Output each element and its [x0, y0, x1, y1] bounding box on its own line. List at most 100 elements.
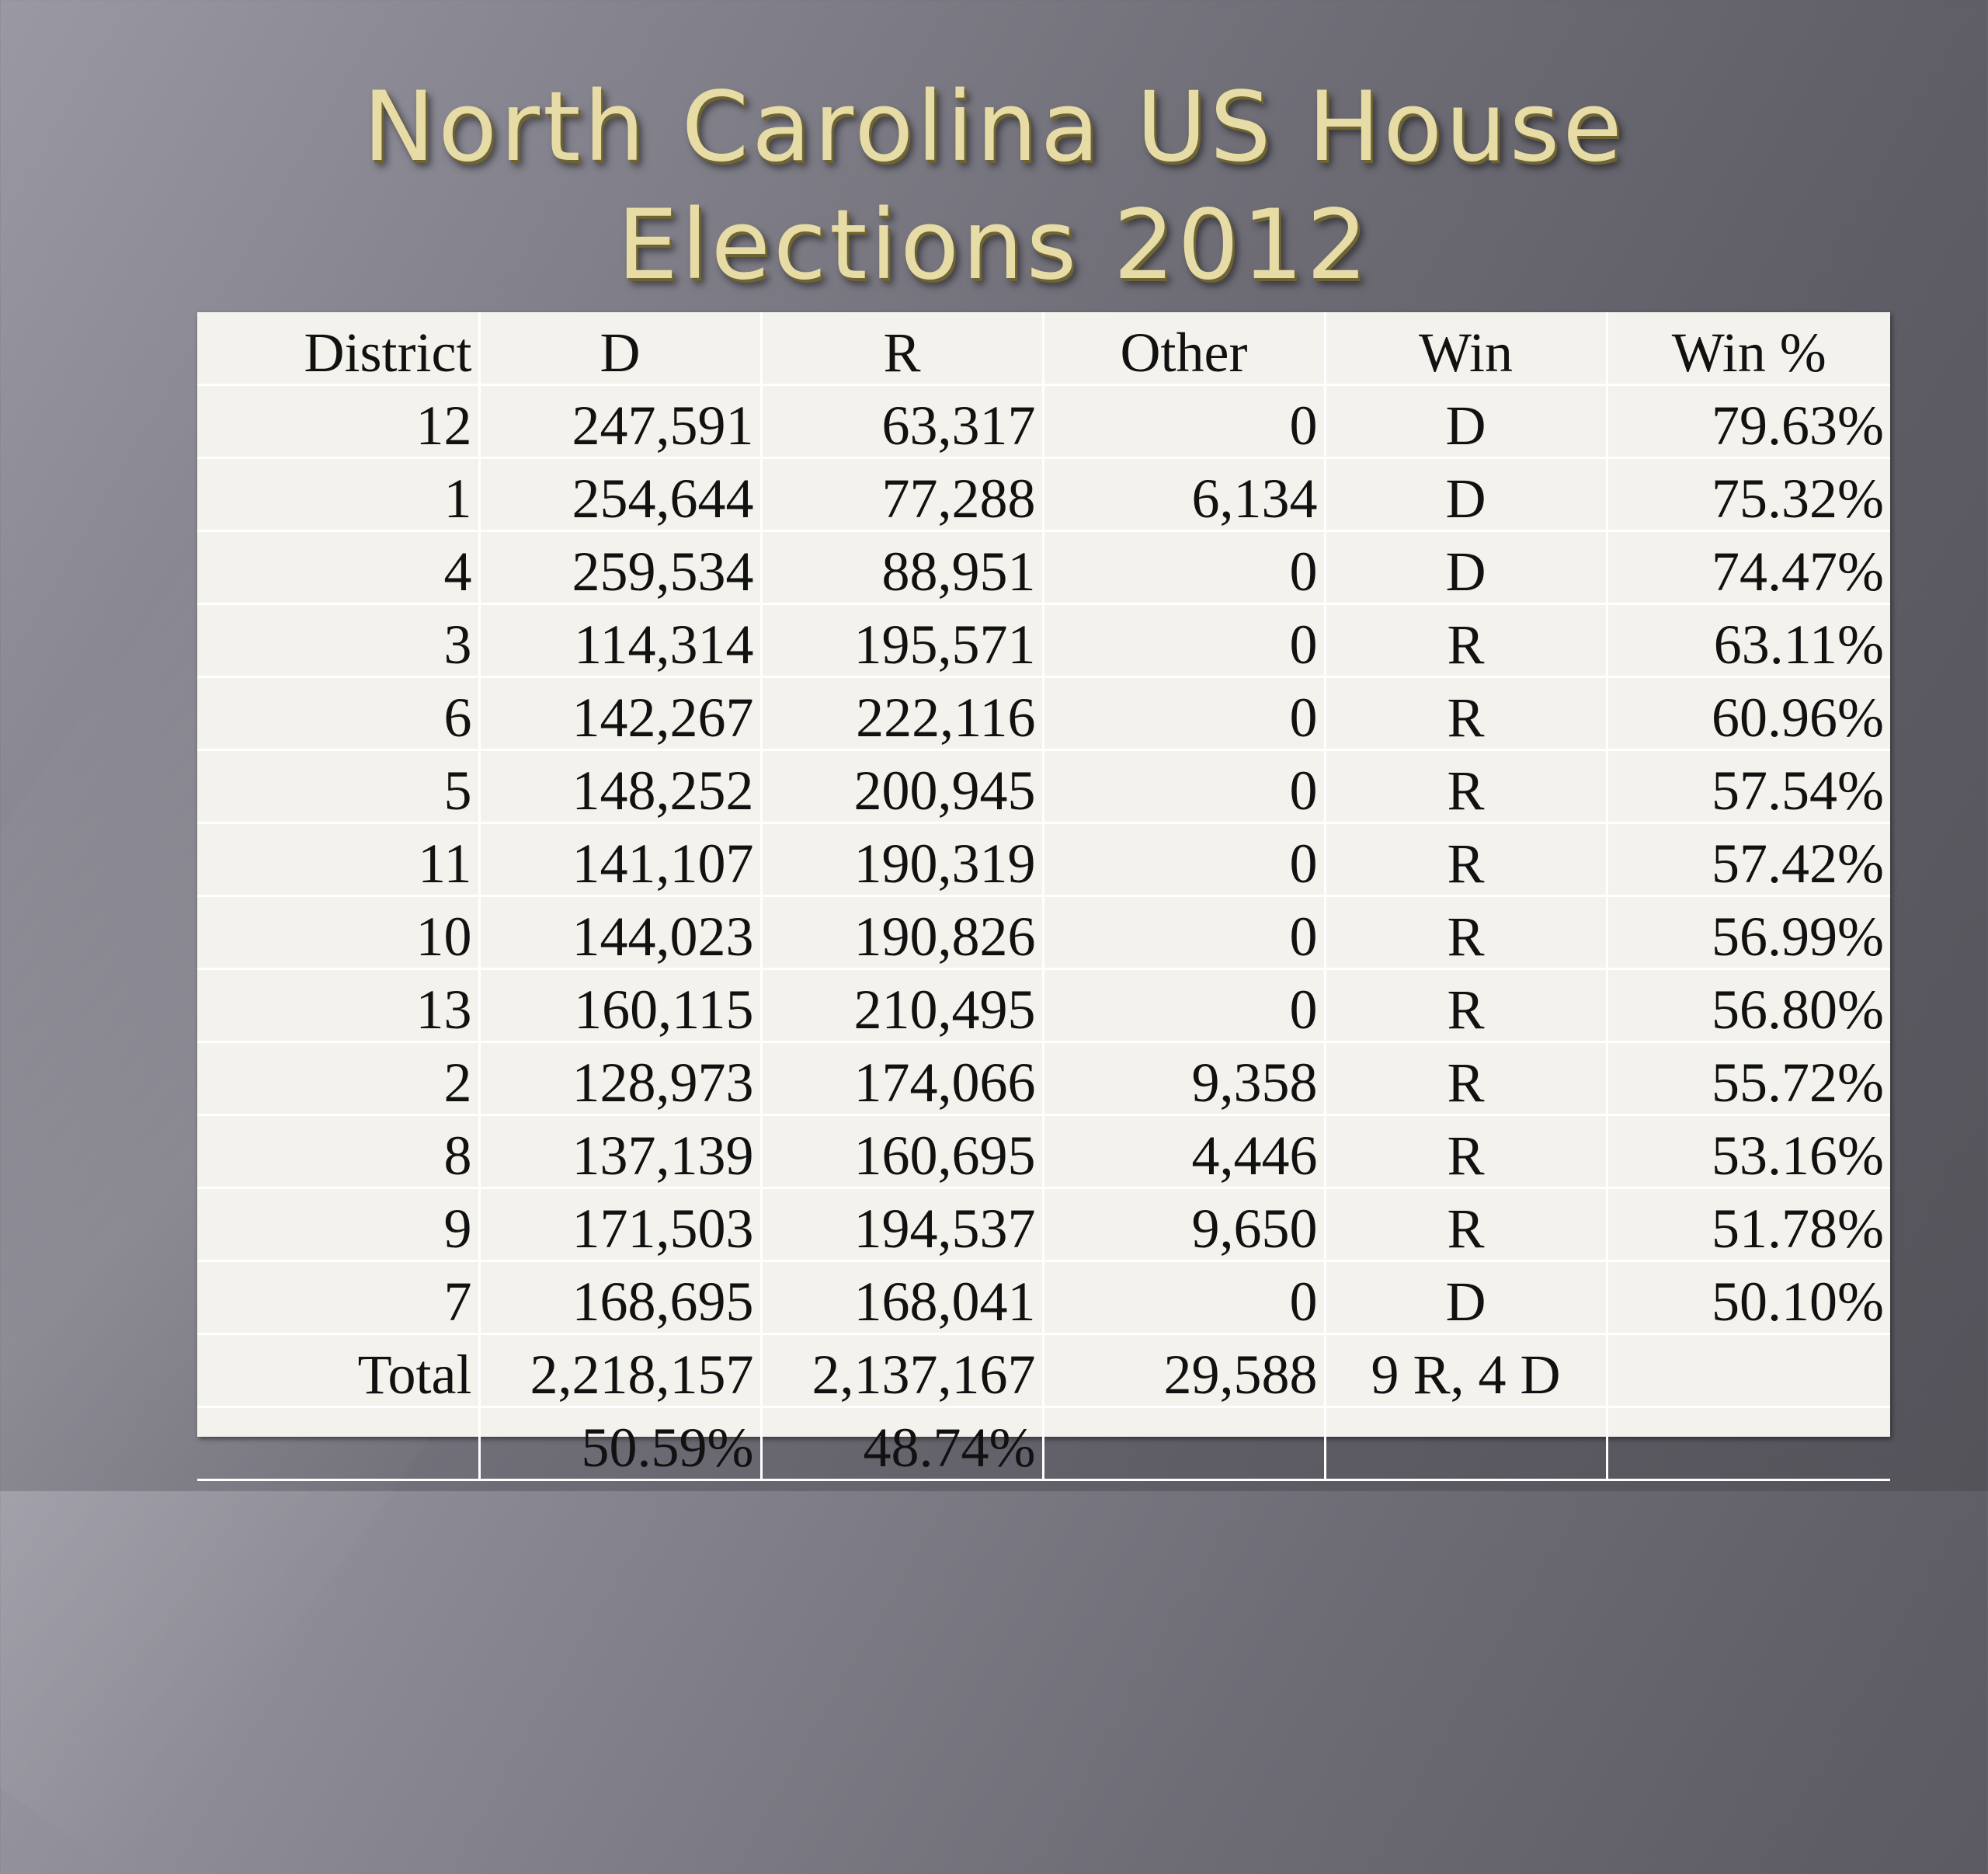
- cell-rep-votes: 210,495: [761, 968, 1044, 1043]
- cell-dem-votes: 50.59%: [479, 1406, 763, 1481]
- cell-district: 5: [197, 749, 481, 824]
- cell-dem-votes: 128,973: [479, 1041, 763, 1116]
- cell-other-votes: 9,650: [1043, 1187, 1326, 1262]
- cell-dem-votes: 2,218,157: [479, 1333, 763, 1408]
- cell-district: 3: [197, 603, 481, 678]
- cell-winner: [1325, 1406, 1608, 1481]
- cell-other-votes: 4,446: [1043, 1114, 1326, 1189]
- table-row: 9 171,503 194,537 9,650 R 51.78%: [197, 1187, 1890, 1262]
- cell-other-votes: 0: [1043, 895, 1326, 970]
- cell-rep-votes: 200,945: [761, 749, 1044, 824]
- cell-rep-votes: 63,317: [761, 384, 1044, 459]
- cell-win-percent: 51.78%: [1607, 1187, 1890, 1262]
- cell-district: 4: [197, 530, 481, 605]
- cell-district: 10: [197, 895, 481, 970]
- table-row: 8 137,139 160,695 4,446 R 53.16%: [197, 1114, 1890, 1189]
- cell-win-percent: 63.11%: [1607, 603, 1890, 678]
- cell-other-votes: 9,358: [1043, 1041, 1326, 1116]
- cell-winner: R: [1325, 822, 1608, 897]
- cell-dem-votes: 144,023: [479, 895, 763, 970]
- cell-rep-votes: 222,116: [761, 676, 1044, 751]
- header-district: District: [197, 312, 481, 386]
- header-other-votes: Other: [1043, 312, 1326, 386]
- cell-rep-votes: 88,951: [761, 530, 1044, 605]
- table-row: 10 144,023 190,826 0 R 56.99%: [197, 895, 1890, 970]
- cell-winner: R: [1325, 1187, 1608, 1262]
- cell-dem-votes: 171,503: [479, 1187, 763, 1262]
- cell-other-votes: 0: [1043, 1260, 1326, 1335]
- cell-other-votes: 0: [1043, 968, 1326, 1043]
- cell-dem-votes: 168,695: [479, 1260, 763, 1335]
- cell-district: 13: [197, 968, 481, 1043]
- cell-dem-votes: 254,644: [479, 457, 763, 532]
- cell-other-votes: 0: [1043, 384, 1326, 459]
- header-win-percent: Win %: [1607, 312, 1890, 386]
- cell-district: 7: [197, 1260, 481, 1335]
- cell-rep-votes: 194,537: [761, 1187, 1044, 1262]
- cell-winner: D: [1325, 530, 1608, 605]
- cell-winner: R: [1325, 676, 1608, 751]
- cell-winner: R: [1325, 895, 1608, 970]
- slide-title-line-2: Elections 2012: [617, 189, 1371, 301]
- cell-rep-votes: 48.74%: [761, 1406, 1044, 1481]
- cell-district: 1: [197, 457, 481, 532]
- cell-other-votes: 0: [1043, 749, 1326, 824]
- cell-rep-votes: 190,826: [761, 895, 1044, 970]
- table-row: 2 128,973 174,066 9,358 R 55.72%: [197, 1041, 1890, 1116]
- table-row: 1 254,644 77,288 6,134 D 75.32%: [197, 457, 1890, 532]
- cell-other-votes: 29,588: [1043, 1333, 1326, 1408]
- cell-district: 11: [197, 822, 481, 897]
- cell-win-percent: 79.63%: [1607, 384, 1890, 459]
- cell-dem-votes: 142,267: [479, 676, 763, 751]
- cell-rep-votes: 2,137,167: [761, 1333, 1044, 1408]
- cell-dem-votes: 247,591: [479, 384, 763, 459]
- cell-other-votes: 0: [1043, 603, 1326, 678]
- header-rep-votes: R: [761, 312, 1044, 386]
- cell-dem-votes: 259,534: [479, 530, 763, 605]
- cell-winner: D: [1325, 457, 1608, 532]
- table-row: Total 2,218,157 2,137,167 29,588 9 R, 4 D: [197, 1333, 1890, 1408]
- cell-winner: R: [1325, 603, 1608, 678]
- table-row: 5 148,252 200,945 0 R 57.54%: [197, 749, 1890, 824]
- cell-district: 9: [197, 1187, 481, 1262]
- cell-rep-votes: 160,695: [761, 1114, 1044, 1189]
- cell-win-percent: 50.10%: [1607, 1260, 1890, 1335]
- cell-dem-votes: 137,139: [479, 1114, 763, 1189]
- header-dem-votes: D: [479, 312, 763, 386]
- table-row: 12 247,591 63,317 0 D 79.63%: [197, 384, 1890, 459]
- slide-title: North Carolina US House Elections 2012: [0, 68, 1988, 304]
- cell-district: [197, 1406, 481, 1481]
- table-header-row: District D R Other Win Win %: [197, 312, 1890, 386]
- cell-district: Total: [197, 1333, 481, 1408]
- table-row: 6 142,267 222,116 0 R 60.96%: [197, 676, 1890, 751]
- cell-rep-votes: 190,319: [761, 822, 1044, 897]
- election-results-table-panel: District D R Other Win Win % 12 247,591 63,317 0 D…: [197, 312, 1890, 1481]
- cell-winner: 9 R, 4 D: [1325, 1333, 1608, 1408]
- cell-rep-votes: 77,288: [761, 457, 1044, 532]
- cell-winner: D: [1325, 1260, 1608, 1335]
- cell-winner: R: [1325, 749, 1608, 824]
- cell-winner: R: [1325, 1041, 1608, 1116]
- cell-win-percent: 56.80%: [1607, 968, 1890, 1043]
- election-results-table: District D R Other Win Win % 12 247,591 63,317 0 D…: [197, 312, 1890, 1481]
- table-row: 3 114,314 195,571 0 R 63.11%: [197, 603, 1890, 678]
- cell-rep-votes: 168,041: [761, 1260, 1044, 1335]
- table-row: 50.59% 48.74%: [197, 1406, 1890, 1481]
- cell-win-percent: [1607, 1406, 1890, 1481]
- cell-win-percent: [1607, 1333, 1890, 1408]
- table-row: 13 160,115 210,495 0 R 56.80%: [197, 968, 1890, 1043]
- header-winner: Win: [1325, 312, 1608, 386]
- cell-win-percent: 57.42%: [1607, 822, 1890, 897]
- cell-dem-votes: 141,107: [479, 822, 763, 897]
- cell-win-percent: 56.99%: [1607, 895, 1890, 970]
- cell-winner: D: [1325, 384, 1608, 459]
- cell-dem-votes: 148,252: [479, 749, 763, 824]
- cell-win-percent: 53.16%: [1607, 1114, 1890, 1189]
- cell-rep-votes: 195,571: [761, 603, 1044, 678]
- cell-rep-votes: 174,066: [761, 1041, 1044, 1116]
- slide-title-line-1: North Carolina US House: [363, 71, 1625, 183]
- cell-district: 6: [197, 676, 481, 751]
- cell-other-votes: [1043, 1406, 1326, 1481]
- cell-dem-votes: 160,115: [479, 968, 763, 1043]
- cell-win-percent: 74.47%: [1607, 530, 1890, 605]
